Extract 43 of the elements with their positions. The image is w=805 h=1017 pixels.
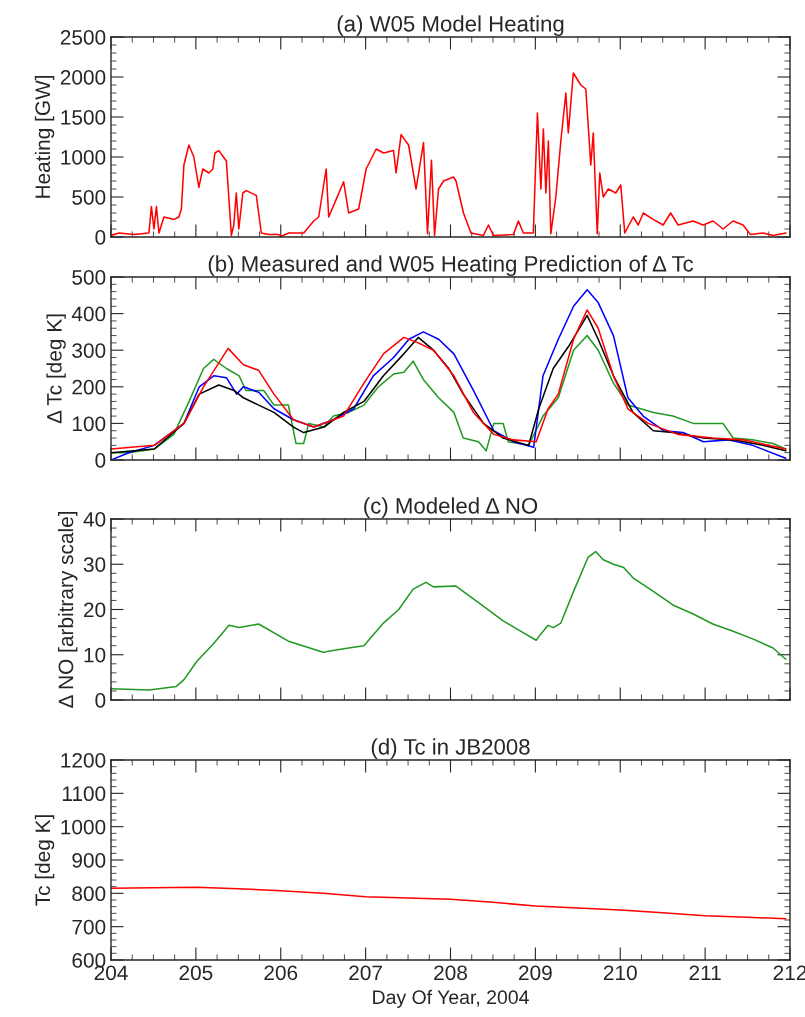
y-tick-label: 500: [72, 270, 106, 285]
x-tick-label: 207: [349, 965, 382, 981]
y-tick-label: 10: [84, 647, 106, 663]
y-tick-label: 20: [84, 602, 106, 618]
x-tick-label: 209: [519, 965, 552, 981]
x-tick-label: 205: [179, 965, 213, 981]
y-tick-label: 0: [95, 453, 106, 468]
y-tick-label: 1100: [62, 786, 106, 802]
y-tick-label: 1000: [61, 150, 106, 165]
x-axis-title: Day Of Year, 2004: [373, 989, 529, 1008]
chart-title: (b) Measured and W05 Heating Prediction of Δ Tc: [208, 255, 694, 277]
y-tick-label: 1500: [61, 110, 106, 125]
x-tick-label: 210: [603, 965, 637, 981]
y-tick-label: 800: [72, 886, 106, 902]
line-series: [111, 289, 787, 460]
y-tick-label: 1000: [61, 819, 106, 835]
chart-title: (d) Tc in JB2008: [371, 738, 530, 760]
y-tick-label: 100: [72, 416, 106, 432]
y-tick-label: 700: [72, 919, 106, 935]
y-tick-label: 900: [72, 853, 106, 868]
y-tick-label: 30: [83, 557, 106, 572]
x-tick-label: 211: [689, 965, 721, 980]
line-series: [111, 550, 787, 691]
x-tick-label: 206: [264, 965, 298, 981]
y-tick-label: 0: [95, 230, 106, 245]
line-series: [111, 72, 787, 237]
y-axis-title: Heating [GW]: [34, 75, 55, 198]
y-tick-label: 500: [72, 190, 106, 205]
y-tick-label: 40: [83, 512, 106, 527]
y-axis-title: Tc [deg K]: [34, 815, 55, 906]
y-tick-label: 2000: [60, 70, 106, 85]
y-tick-label: 0: [95, 693, 106, 708]
x-tick-label: 208: [434, 965, 467, 981]
line-series: [111, 886, 787, 920]
y-tick-label: 2500: [60, 30, 106, 45]
y-tick-label: 1200: [61, 753, 106, 768]
y-axis-title: Δ NO [arbitrary scale]: [57, 511, 78, 708]
y-tick-label: 400: [71, 306, 106, 322]
y-tick-label: 300: [72, 343, 106, 358]
y-tick-label: 200: [72, 379, 106, 395]
chart-title: (c) Modeled Δ NO: [364, 497, 538, 519]
y-axis-title: Δ Tc [deg K]: [46, 314, 66, 424]
chart-title: (a) W05 Model Heating: [337, 15, 564, 37]
